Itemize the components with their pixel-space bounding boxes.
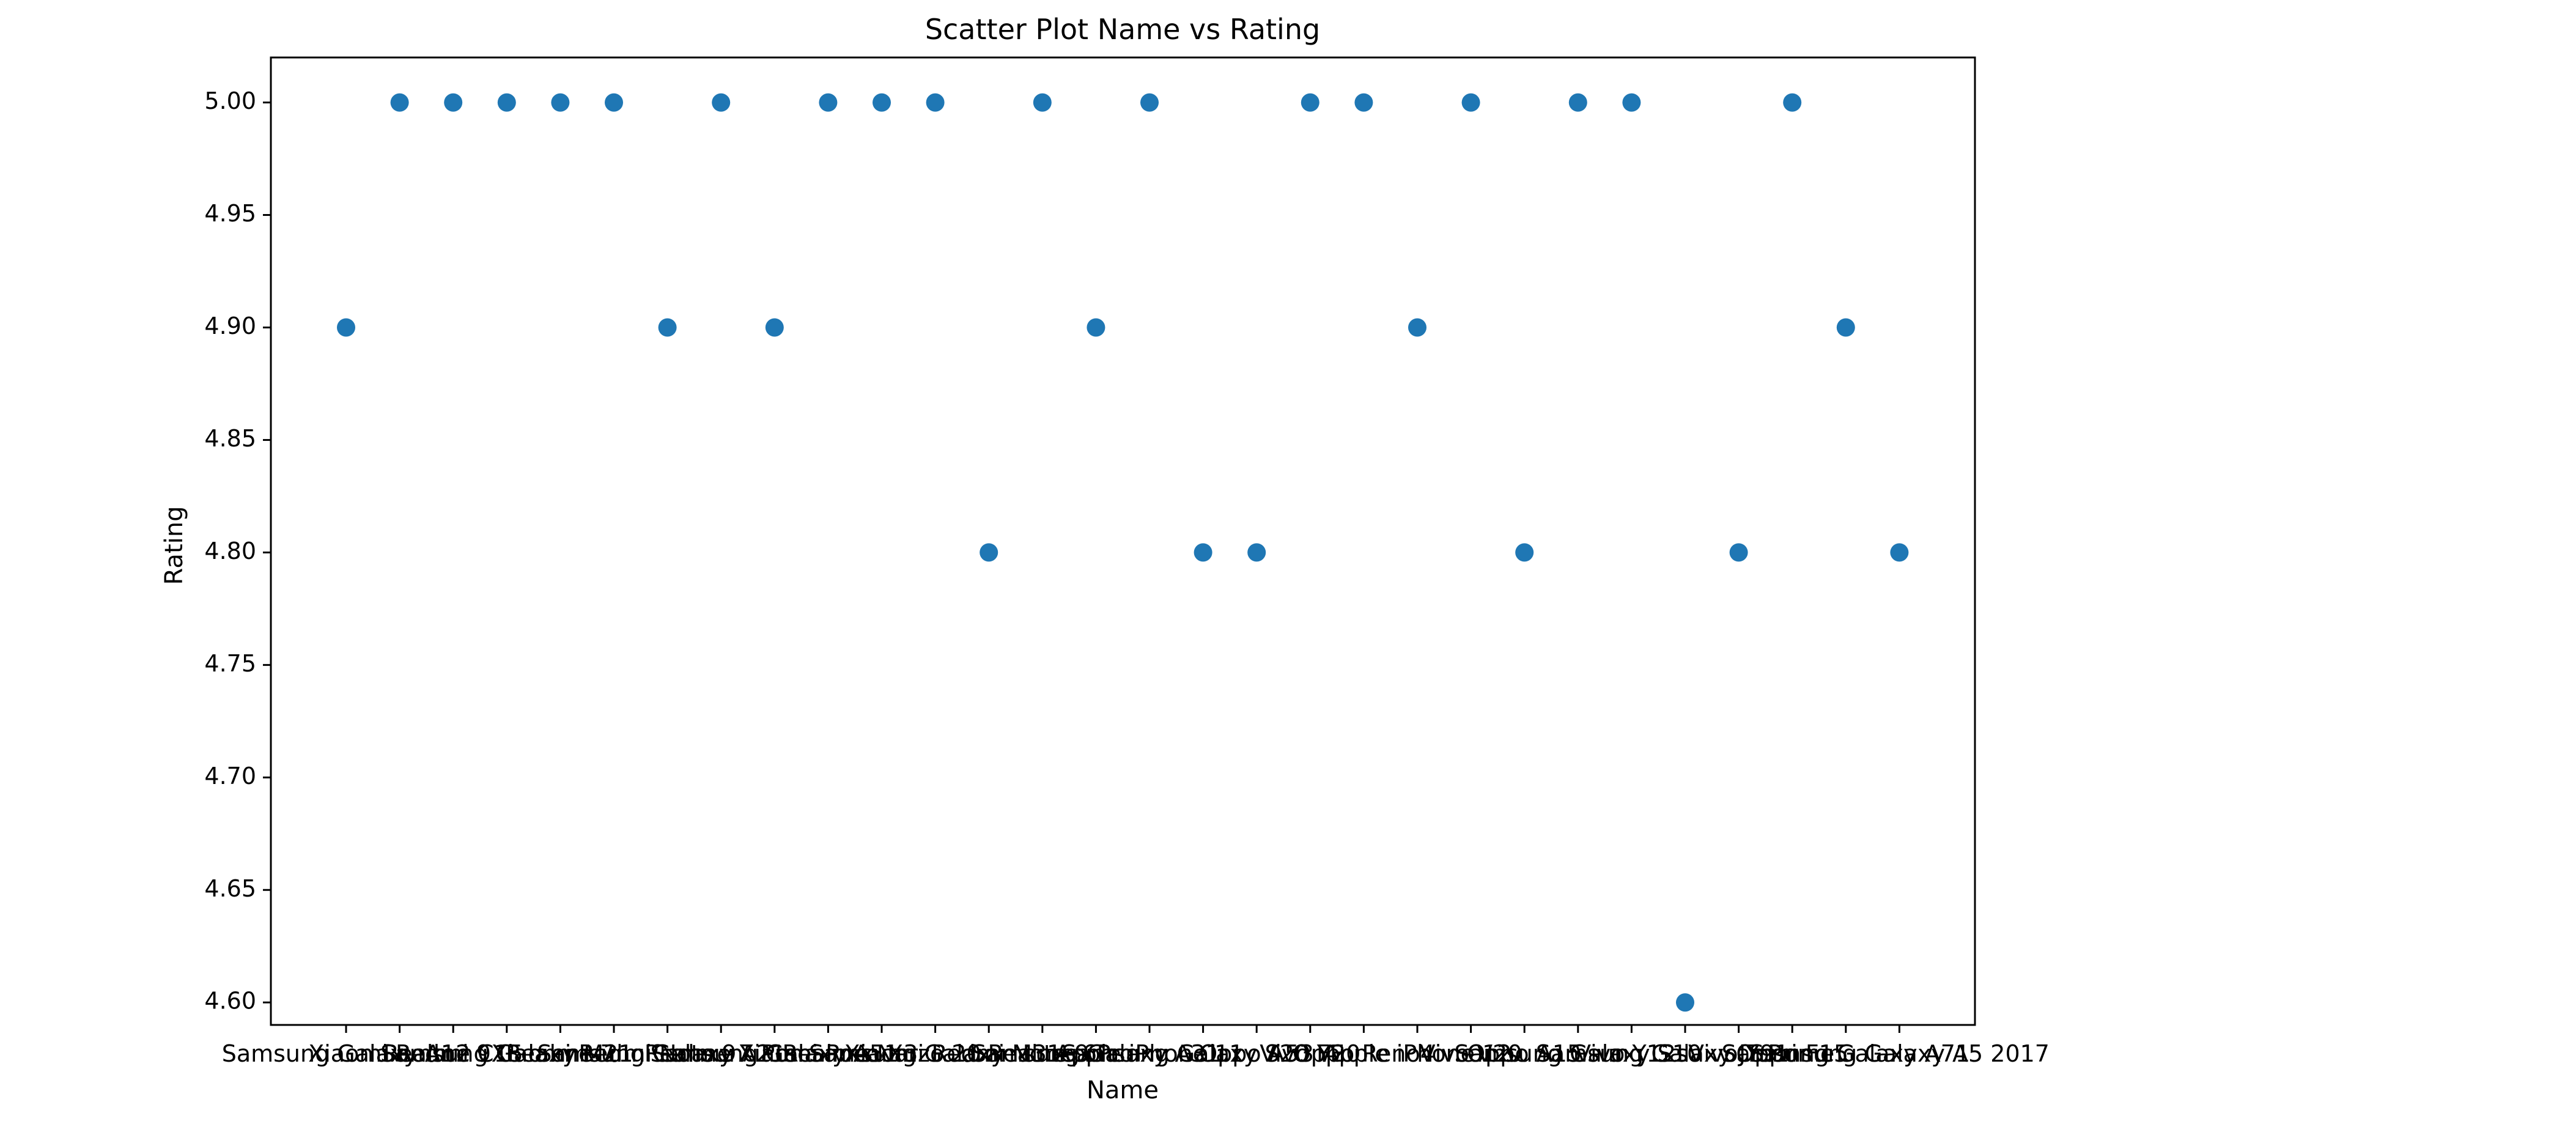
data-point bbox=[1568, 93, 1587, 112]
x-tick-label: Apple iPhone 11 bbox=[1055, 1040, 1244, 1067]
y-tick-label: 4.80 bbox=[204, 538, 256, 564]
y-axis: 4.60 4.65 4.70 4.75 4.80 4.85 4.90 4.95 5.00 bbox=[204, 87, 271, 1015]
x-tick-label: Apple iPhone 12 bbox=[1323, 1040, 1512, 1067]
x-tick-label: Samsung Galaxy J7 Prime bbox=[1536, 1040, 1835, 1067]
x-tick-label: Samsung Galaxy A31 bbox=[972, 1040, 1220, 1067]
x-tick-label: Oppo A53 bbox=[1199, 1040, 1314, 1067]
data-point bbox=[1515, 543, 1534, 562]
x-tick-label: Samsung Galaxy A12 bbox=[222, 1040, 471, 1067]
data-point bbox=[1890, 543, 1909, 562]
chart-title: Scatter Plot Name vs Rating bbox=[925, 13, 1320, 46]
x-axis-label: Name bbox=[1087, 1076, 1159, 1104]
data-point bbox=[444, 93, 463, 112]
data-point bbox=[1729, 543, 1748, 562]
data-point bbox=[1140, 93, 1159, 112]
data-point bbox=[1247, 543, 1266, 562]
x-tick-label: Samsung Galaxy S20 FE bbox=[1061, 1040, 1345, 1067]
data-point bbox=[1087, 318, 1105, 337]
data-point bbox=[1033, 93, 1052, 112]
data-point bbox=[1676, 993, 1694, 1012]
x-tick-label: Realme 7 bbox=[506, 1040, 615, 1067]
x-tick-label: Vivo Y20 bbox=[1260, 1040, 1360, 1067]
y-tick-label: 4.85 bbox=[204, 425, 256, 452]
x-tick-label: Vivo Y12s bbox=[1575, 1040, 1688, 1067]
data-point bbox=[1461, 93, 1480, 112]
y-tick-label: 4.65 bbox=[204, 875, 256, 902]
data-point bbox=[980, 543, 998, 562]
x-tick-label: Vivo Y91 bbox=[1688, 1040, 1789, 1067]
data-point bbox=[337, 318, 355, 337]
x-tick-label: Samsung Galaxy S10 bbox=[1454, 1040, 1702, 1067]
data-point bbox=[819, 93, 838, 112]
x-tick-label: Oppo A15 bbox=[1467, 1040, 1582, 1067]
x-tick-label: Samsung Galaxy M31 bbox=[809, 1040, 1061, 1067]
y-tick-label: 5.00 bbox=[204, 87, 256, 114]
data-point bbox=[765, 318, 784, 337]
data-point bbox=[1836, 318, 1855, 337]
x-tick-label: Realme 7 Pro bbox=[644, 1040, 798, 1067]
data-point bbox=[605, 93, 623, 112]
y-axis-label: Rating bbox=[160, 506, 188, 585]
x-tick-label: Samsung Galaxy A5 2017 bbox=[1749, 1040, 2050, 1067]
data-point bbox=[1354, 93, 1373, 112]
x-tick-label: Samsung Galaxy A21s bbox=[537, 1040, 797, 1067]
data-point bbox=[658, 318, 677, 337]
x-tick-label: Xiaomi Redmi Note 9 bbox=[492, 1040, 737, 1067]
x-tick-label: Realme Narzo 20 bbox=[782, 1040, 981, 1067]
data-point bbox=[712, 93, 731, 112]
x-tick-label: Xiaomi Poco X3 bbox=[738, 1040, 918, 1067]
x-tick-label: Samsung Galaxy A71 bbox=[1722, 1040, 1971, 1067]
y-tick-label: 4.60 bbox=[204, 988, 256, 1015]
data-point bbox=[1622, 93, 1641, 112]
data-point bbox=[497, 93, 516, 112]
data-points bbox=[337, 93, 1909, 1012]
data-point bbox=[926, 93, 945, 112]
data-point bbox=[390, 93, 409, 112]
data-point bbox=[1301, 93, 1319, 112]
x-tick-label: Xiaomi Redmi Note 9 Pro bbox=[844, 1040, 1134, 1067]
x-tick-label: Oppo Reno4 bbox=[1293, 1040, 1435, 1067]
x-tick-label: Realme 6 bbox=[988, 1040, 1098, 1067]
x-tick-label: Oppo F15 bbox=[1736, 1040, 1848, 1067]
y-tick-label: 4.75 bbox=[204, 650, 256, 677]
data-point bbox=[1194, 543, 1212, 562]
x-tick-label: Samsung Galaxy M21 bbox=[380, 1040, 633, 1067]
x-tick-label: Realme C15 bbox=[383, 1040, 523, 1067]
data-point bbox=[1783, 93, 1802, 112]
x-tick-label: Samsung Galaxy A51 bbox=[651, 1040, 899, 1067]
data-point bbox=[1408, 318, 1426, 337]
data-point bbox=[873, 93, 891, 112]
x-tick-label: Xiaomi Redmi 9 bbox=[308, 1040, 491, 1067]
y-tick-label: 4.90 bbox=[204, 312, 256, 339]
data-point bbox=[551, 93, 570, 112]
plot-area bbox=[270, 56, 1976, 1026]
y-tick-label: 4.95 bbox=[204, 200, 256, 227]
y-tick-label: 4.70 bbox=[204, 763, 256, 789]
x-tick-label: Vivo V20 bbox=[1420, 1040, 1522, 1067]
